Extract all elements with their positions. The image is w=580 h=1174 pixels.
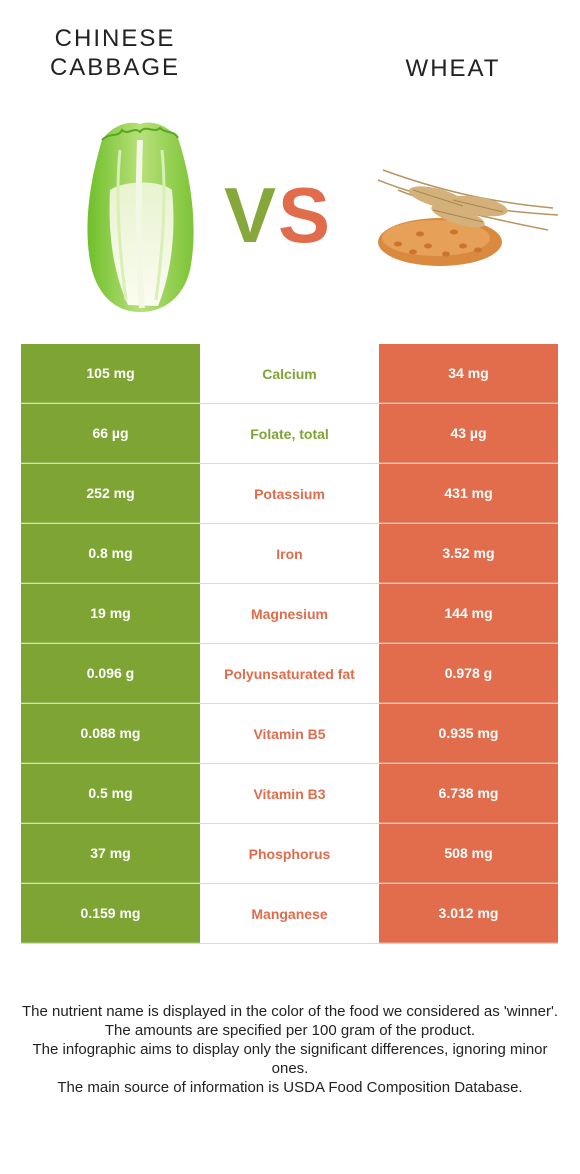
right-value: 43 µg: [379, 404, 558, 463]
table-row: 252 mg Potassium 431 mg: [21, 464, 558, 524]
left-value: 0.5 mg: [21, 764, 200, 823]
nutrient-comparison-table: 105 mg Calcium 34 mg 66 µg Folate, total 43 µ…: [21, 344, 558, 944]
left-food-title-line2: CABBAGE: [49, 54, 181, 81]
table-row: 37 mg Phosphorus 508 mg: [21, 824, 558, 884]
footer-line-2: The amounts are specified per 100 gram o…: [104, 1022, 476, 1039]
left-value: 0.159 mg: [21, 884, 200, 943]
nutrient-name: Folate, total: [200, 404, 379, 463]
chinese-cabbage-image: [87, 122, 194, 312]
footer-line-3: The infographic aims to display only the…: [32, 1041, 548, 1077]
nutrient-name: Manganese: [200, 884, 379, 943]
vs-label: VS: [224, 170, 332, 260]
right-value: 508 mg: [379, 824, 558, 883]
footer-line-4: The main source of information is USDA F…: [57, 1079, 523, 1096]
right-value: 6.738 mg: [379, 764, 558, 823]
footer-notes: The nutrient name is displayed in the co…: [20, 1002, 560, 1097]
left-value: 37 mg: [21, 824, 200, 883]
nutrient-name: Magnesium: [200, 584, 379, 643]
table-row: 0.096 g Polyunsaturated fat 0.978 g: [21, 644, 558, 704]
left-value: 66 µg: [21, 404, 200, 463]
nutrient-name: Polyunsaturated fat: [200, 644, 379, 703]
table-row: 0.159 mg Manganese 3.012 mg: [21, 884, 558, 944]
table-row: 19 mg Magnesium 144 mg: [21, 584, 558, 644]
nutrient-name: Vitamin B5: [200, 704, 379, 763]
wheat-image: [377, 169, 559, 266]
right-value: 0.935 mg: [379, 704, 558, 763]
left-value: 0.8 mg: [21, 524, 200, 583]
right-value: 144 mg: [379, 584, 558, 643]
table-row: 66 µg Folate, total 43 µg: [21, 404, 558, 464]
right-value: 431 mg: [379, 464, 558, 523]
nutrient-name: Vitamin B3: [200, 764, 379, 823]
table-row: 105 mg Calcium 34 mg: [21, 344, 558, 404]
left-value: 0.088 mg: [21, 704, 200, 763]
nutrient-name: Iron: [200, 524, 379, 583]
left-food-title-line1: CHINESE: [54, 25, 176, 52]
left-food-title: CHINESE CABBAGE: [40, 24, 190, 82]
nutrient-name: Phosphorus: [200, 824, 379, 883]
footer-line-1: The nutrient name is displayed in the co…: [21, 1003, 559, 1020]
left-value: 105 mg: [21, 344, 200, 403]
nutrient-name: Potassium: [200, 464, 379, 523]
left-value: 252 mg: [21, 464, 200, 523]
table-row: 0.5 mg Vitamin B3 6.738 mg: [21, 764, 558, 824]
right-value: 3.52 mg: [379, 524, 558, 583]
vs-s: S: [278, 171, 333, 259]
nutrient-name: Calcium: [200, 344, 379, 403]
left-value: 0.096 g: [21, 644, 200, 703]
table-row: 0.8 mg Iron 3.52 mg: [21, 524, 558, 584]
vs-v: V: [224, 171, 279, 259]
right-value: 34 mg: [379, 344, 558, 403]
right-value: 3.012 mg: [379, 884, 558, 943]
right-food-title: WHEAT: [405, 55, 501, 82]
left-value: 19 mg: [21, 584, 200, 643]
right-value: 0.978 g: [379, 644, 558, 703]
table-row: 0.088 mg Vitamin B5 0.935 mg: [21, 704, 558, 764]
